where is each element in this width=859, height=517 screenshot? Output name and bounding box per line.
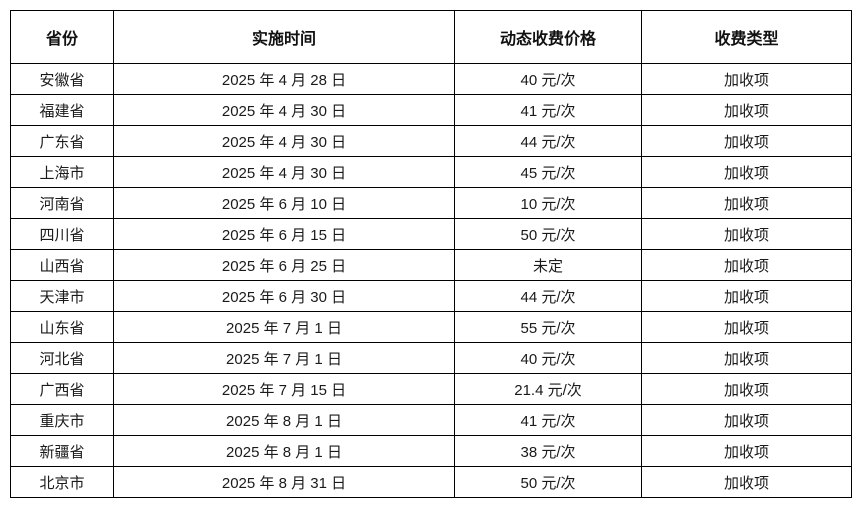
table-row: 新疆省 2025 年 8 月 1 日 38 元/次 加收项 xyxy=(10,435,852,467)
cell-province: 山西省 xyxy=(10,249,114,281)
table-row: 山西省 2025 年 6 月 25 日 未定 加收项 xyxy=(10,249,852,281)
cell-price: 50 元/次 xyxy=(454,218,642,250)
cell-province: 福建省 xyxy=(10,94,114,126)
table-row: 北京市 2025 年 8 月 31 日 50 元/次 加收项 xyxy=(10,466,852,498)
cell-price: 41 元/次 xyxy=(454,404,642,436)
cell-price: 44 元/次 xyxy=(454,125,642,157)
cell-price: 50 元/次 xyxy=(454,466,642,498)
cell-date: 2025 年 4 月 30 日 xyxy=(113,156,455,188)
column-header-date: 实施时间 xyxy=(113,10,455,64)
cell-province: 上海市 xyxy=(10,156,114,188)
table-row: 河南省 2025 年 6 月 10 日 10 元/次 加收项 xyxy=(10,187,852,219)
cell-type: 加收项 xyxy=(641,63,852,95)
table-row: 山东省 2025 年 7 月 1 日 55 元/次 加收项 xyxy=(10,311,852,343)
cell-type: 加收项 xyxy=(641,156,852,188)
cell-type: 加收项 xyxy=(641,94,852,126)
cell-type: 加收项 xyxy=(641,187,852,219)
cell-date: 2025 年 8 月 1 日 xyxy=(113,404,455,436)
cell-date: 2025 年 4 月 30 日 xyxy=(113,94,455,126)
table-row: 福建省 2025 年 4 月 30 日 41 元/次 加收项 xyxy=(10,94,852,126)
cell-province: 河北省 xyxy=(10,342,114,374)
table-row: 上海市 2025 年 4 月 30 日 45 元/次 加收项 xyxy=(10,156,852,188)
cell-province: 四川省 xyxy=(10,218,114,250)
cell-type: 加收项 xyxy=(641,311,852,343)
cell-type: 加收项 xyxy=(641,280,852,312)
cell-type: 加收项 xyxy=(641,125,852,157)
column-header-type: 收费类型 xyxy=(641,10,852,64)
table-row: 广西省 2025 年 7 月 15 日 21.4 元/次 加收项 xyxy=(10,373,852,405)
cell-province: 广东省 xyxy=(10,125,114,157)
table-row: 广东省 2025 年 4 月 30 日 44 元/次 加收项 xyxy=(10,125,852,157)
cell-date: 2025 年 6 月 30 日 xyxy=(113,280,455,312)
cell-province: 天津市 xyxy=(10,280,114,312)
cell-type: 加收项 xyxy=(641,373,852,405)
table-row: 河北省 2025 年 7 月 1 日 40 元/次 加收项 xyxy=(10,342,852,374)
cell-date: 2025 年 7 月 1 日 xyxy=(113,311,455,343)
cell-date: 2025 年 4 月 30 日 xyxy=(113,125,455,157)
column-header-province: 省份 xyxy=(10,10,114,64)
cell-type: 加收项 xyxy=(641,342,852,374)
cell-price: 10 元/次 xyxy=(454,187,642,219)
table-body: 安徽省 2025 年 4 月 28 日 40 元/次 加收项 福建省 2025 … xyxy=(10,63,852,498)
cell-type: 加收项 xyxy=(641,218,852,250)
cell-price: 40 元/次 xyxy=(454,63,642,95)
cell-date: 2025 年 7 月 1 日 xyxy=(113,342,455,374)
header-row: 省份 实施时间 动态收费价格 收费类型 xyxy=(10,10,852,64)
cell-date: 2025 年 4 月 28 日 xyxy=(113,63,455,95)
cell-price: 41 元/次 xyxy=(454,94,642,126)
cell-type: 加收项 xyxy=(641,404,852,436)
cell-price: 44 元/次 xyxy=(454,280,642,312)
cell-price: 21.4 元/次 xyxy=(454,373,642,405)
fee-table: 省份 实施时间 动态收费价格 收费类型 安徽省 2025 年 4 月 28 日 … xyxy=(10,10,852,498)
cell-type: 加收项 xyxy=(641,249,852,281)
cell-date: 2025 年 7 月 15 日 xyxy=(113,373,455,405)
column-header-price: 动态收费价格 xyxy=(454,10,642,64)
cell-province: 新疆省 xyxy=(10,435,114,467)
cell-price: 55 元/次 xyxy=(454,311,642,343)
cell-province: 河南省 xyxy=(10,187,114,219)
cell-date: 2025 年 6 月 25 日 xyxy=(113,249,455,281)
cell-type: 加收项 xyxy=(641,435,852,467)
cell-province: 安徽省 xyxy=(10,63,114,95)
cell-price: 45 元/次 xyxy=(454,156,642,188)
cell-province: 重庆市 xyxy=(10,404,114,436)
cell-province: 山东省 xyxy=(10,311,114,343)
table-row: 重庆市 2025 年 8 月 1 日 41 元/次 加收项 xyxy=(10,404,852,436)
cell-date: 2025 年 6 月 15 日 xyxy=(113,218,455,250)
cell-date: 2025 年 6 月 10 日 xyxy=(113,187,455,219)
cell-date: 2025 年 8 月 31 日 xyxy=(113,466,455,498)
cell-type: 加收项 xyxy=(641,466,852,498)
table-row: 安徽省 2025 年 4 月 28 日 40 元/次 加收项 xyxy=(10,63,852,95)
table-row: 天津市 2025 年 6 月 30 日 44 元/次 加收项 xyxy=(10,280,852,312)
cell-price: 38 元/次 xyxy=(454,435,642,467)
table-row: 四川省 2025 年 6 月 15 日 50 元/次 加收项 xyxy=(10,218,852,250)
cell-date: 2025 年 8 月 1 日 xyxy=(113,435,455,467)
cell-price: 40 元/次 xyxy=(454,342,642,374)
cell-price: 未定 xyxy=(454,249,642,281)
cell-province: 广西省 xyxy=(10,373,114,405)
cell-province: 北京市 xyxy=(10,466,114,498)
